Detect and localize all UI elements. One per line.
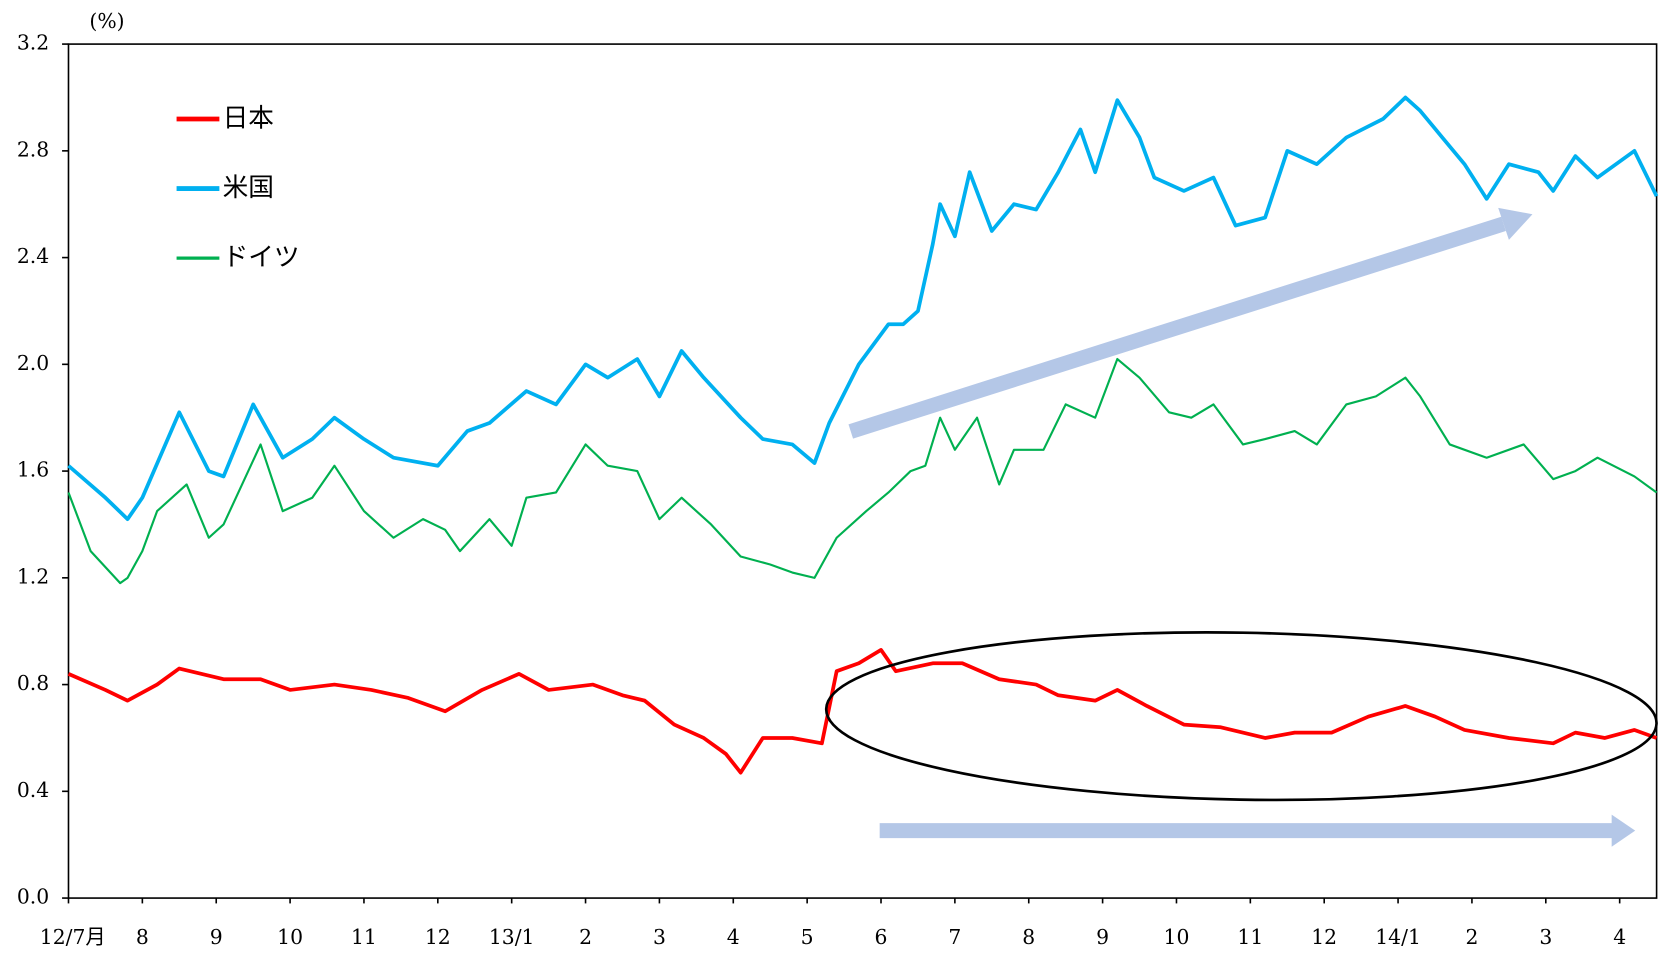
x-tick-label: 11 — [1237, 925, 1263, 949]
y-tick-label: 0.4 — [17, 778, 49, 802]
x-tick-label: 4 — [727, 925, 740, 949]
x-tick-label: 3 — [1539, 925, 1552, 949]
y-tick-label: 2.0 — [17, 351, 49, 375]
x-tick-label: 12 — [425, 925, 451, 949]
x-tick-label: 10 — [1164, 925, 1190, 949]
x-tick-label: 8 — [1022, 925, 1035, 949]
x-tick-label: 6 — [875, 925, 888, 949]
y-tick-label: 3.2 — [17, 31, 49, 55]
legend-label: 米国 — [223, 173, 274, 203]
x-tick-label: 4 — [1613, 925, 1626, 949]
trend-arrow-head — [1498, 207, 1533, 240]
highlight-ellipse — [824, 631, 1658, 802]
trend-arrow — [848, 216, 1506, 439]
x-tick-label: 5 — [801, 925, 814, 949]
x-tick-label: 2 — [579, 925, 592, 949]
legend-label: ドイツ — [223, 243, 300, 273]
x-tick-label: 12 — [1311, 925, 1337, 949]
legend-label: 日本 — [223, 103, 274, 133]
y-tick-label: 2.8 — [17, 137, 49, 161]
y-tick-label: 1.6 — [17, 458, 49, 482]
x-tick-label: 2 — [1465, 925, 1478, 949]
x-tick-label: 14/1 — [1375, 925, 1421, 949]
plot-frame — [67, 43, 1658, 899]
series-line — [67, 648, 1658, 775]
x-tick-label: 9 — [210, 925, 223, 949]
x-tick-label: 7 — [948, 925, 961, 949]
y-tick-label: 1.2 — [17, 564, 49, 588]
y-tick-label: 2.4 — [17, 244, 49, 268]
x-tick-label: 11 — [351, 925, 377, 949]
x-tick-label: 8 — [136, 925, 149, 949]
flat-arrow-head — [1611, 814, 1636, 847]
series-group — [67, 95, 1659, 775]
x-tick-label: 12/7月 — [40, 925, 106, 949]
x-tick-label: 3 — [653, 925, 666, 949]
y-axis-label: (%) — [89, 9, 124, 33]
y-tick-label: 0.8 — [17, 671, 49, 695]
x-tick-label: 9 — [1096, 925, 1109, 949]
x-tick-label: 13/1 — [489, 925, 535, 949]
y-tick-label: 0.0 — [17, 885, 49, 909]
x-tick-label: 10 — [277, 925, 303, 949]
series-line — [67, 357, 1658, 585]
series-line — [67, 95, 1659, 522]
